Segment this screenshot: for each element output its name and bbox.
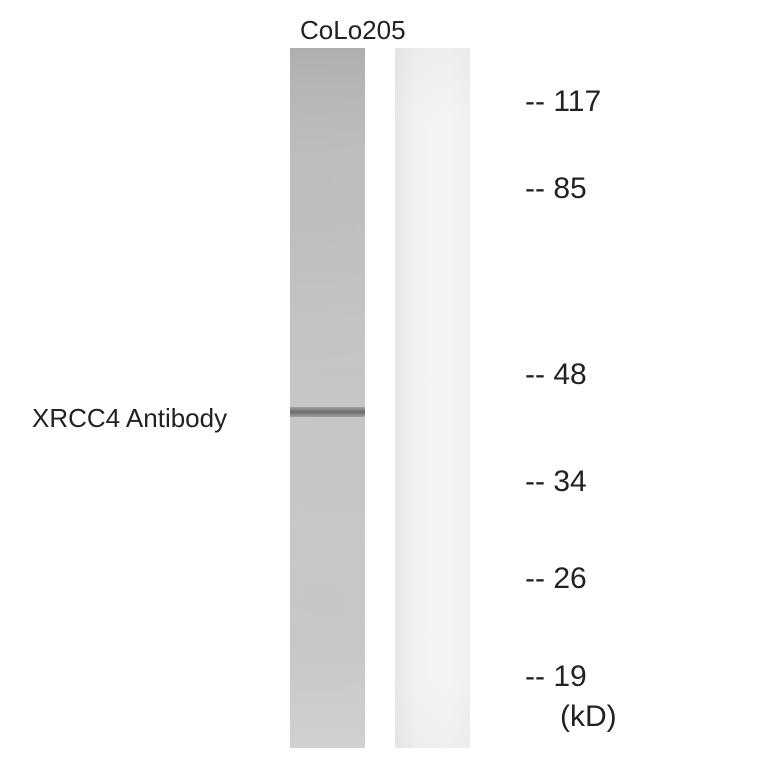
sample-lane (290, 48, 365, 748)
marker-prefix: -- (525, 358, 553, 391)
protein-band (290, 407, 365, 417)
antibody-label: XRCC4 Antibody (32, 403, 227, 434)
marker-value: 48 (553, 358, 586, 391)
marker-value: 117 (553, 85, 601, 118)
marker-value: 85 (553, 172, 586, 205)
western-blot-figure: CoLo205 XRCC4 Antibody -- 117 -- 85 -- 4… (0, 0, 764, 764)
marker-prefix: -- (525, 562, 553, 595)
marker-prefix: -- (525, 660, 553, 693)
marker-prefix: -- (525, 465, 553, 498)
marker-value: 34 (553, 465, 586, 498)
marker-value: 26 (553, 562, 586, 595)
mw-marker-85: -- 85 (525, 172, 587, 206)
mw-marker-19: -- 19 (525, 660, 587, 694)
marker-prefix: -- (525, 172, 553, 205)
mw-marker-48: -- 48 (525, 358, 587, 392)
mw-marker-117: -- 117 (525, 85, 601, 119)
lane-label: CoLo205 (300, 15, 406, 46)
mw-marker-34: -- 34 (525, 465, 587, 499)
marker-value: 19 (553, 660, 586, 693)
mw-marker-26: -- 26 (525, 562, 587, 596)
marker-prefix: -- (525, 85, 553, 118)
unit-label: (kD) (560, 700, 617, 734)
marker-lane (395, 48, 470, 748)
